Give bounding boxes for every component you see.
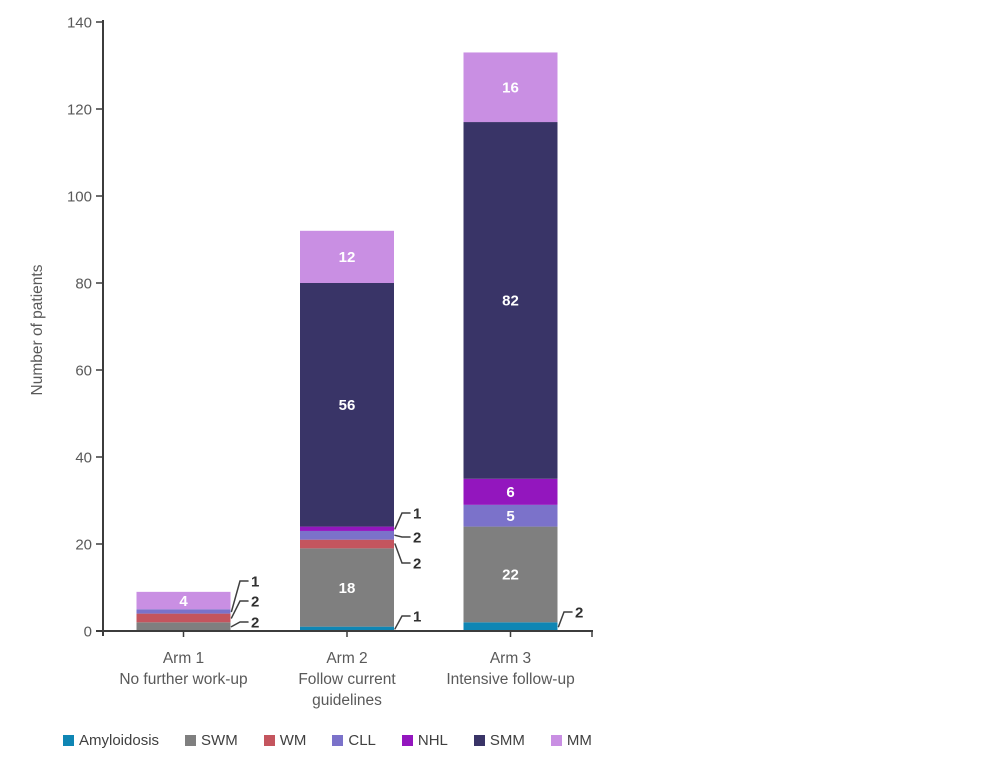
segment-SWM-3 <box>463 526 558 623</box>
callout-leader-line <box>230 621 249 628</box>
segment-Amyloidosis-2 <box>300 626 394 631</box>
legend-item-MM: MM <box>550 732 592 749</box>
callout-value-label: 1 <box>413 505 421 522</box>
segment-value-label: 56 <box>339 397 356 414</box>
segment-CLL-2 <box>300 530 394 540</box>
callout-value-label: 2 <box>413 529 421 546</box>
callout-value-label: 2 <box>575 604 583 621</box>
x-category-label-3: Arm 3 Intensive follow-up <box>396 648 626 690</box>
x-category-label-line: No further work-up <box>119 671 248 688</box>
legend-label: SWM <box>201 732 238 749</box>
legend-swatch-icon <box>550 735 562 746</box>
segment-SMM-3 <box>463 122 558 479</box>
x-category-label-line: Follow current <box>298 671 396 688</box>
x-category-label-line: Arm 1 <box>162 650 205 667</box>
segment-MM-3 <box>463 52 558 123</box>
y-tick-label: 0 <box>84 623 92 640</box>
legend: Amyloidosis SWM WM CLL NHL SMM MM <box>63 732 592 749</box>
callout-value-label: 1 <box>251 573 259 590</box>
callout-value-label: 1 <box>413 608 421 625</box>
segment-NHL-2 <box>300 526 394 531</box>
legend-item-NHL: NHL <box>401 732 448 749</box>
x-category-label-line: guidelines <box>312 692 382 709</box>
segment-SWM-2 <box>300 548 394 627</box>
segment-value-label: 12 <box>339 249 356 266</box>
x-category-label-line: Arm 3 <box>489 650 532 667</box>
segment-value-label: 4 <box>179 593 188 610</box>
callout-value-label: 2 <box>251 593 259 610</box>
y-tick-label: 120 <box>67 101 92 118</box>
segment-value-label: 6 <box>506 484 514 501</box>
callout-value-label: 2 <box>251 614 259 631</box>
segment-WM-1 <box>136 613 231 623</box>
segment-value-label: 5 <box>506 508 514 525</box>
segment-NHL-3 <box>463 478 558 505</box>
callout-leader-line <box>230 600 249 619</box>
segment-value-label: 22 <box>502 567 519 584</box>
legend-item-Amyloidosis: Amyloidosis <box>63 732 159 749</box>
callout-leader-line <box>557 611 573 628</box>
y-tick-label: 40 <box>75 449 92 466</box>
y-tick-label: 140 <box>67 14 92 31</box>
y-tick-label: 20 <box>75 536 92 553</box>
segment-CLL-3 <box>463 504 558 527</box>
legend-item-CLL: CLL <box>332 732 376 749</box>
legend-label: WM <box>279 732 307 749</box>
segment-WM-2 <box>300 539 394 549</box>
segment-value-label: 18 <box>339 580 356 597</box>
x-category-label-line: Arm 2 <box>326 650 368 667</box>
legend-label: CLL <box>348 732 376 749</box>
segment-value-label: 16 <box>502 80 519 97</box>
callout-leader-line <box>230 580 249 613</box>
segment-MM-2 <box>300 230 394 283</box>
legend-swatch-icon <box>332 735 344 746</box>
y-tick-label: 80 <box>75 275 92 292</box>
legend-item-WM: WM <box>263 732 307 749</box>
legend-swatch-icon <box>185 735 197 746</box>
callout-leader-line <box>394 534 411 538</box>
segment-SWM-1 <box>136 622 231 631</box>
legend-item-SMM: SMM <box>473 732 525 749</box>
legend-item-SWM: SWM <box>185 732 238 749</box>
segment-CLL-1 <box>136 609 231 614</box>
y-tick-label: 100 <box>67 188 92 205</box>
legend-label: Amyloidosis <box>79 732 160 749</box>
legend-label: SMM <box>489 732 525 749</box>
legend-label: MM <box>566 732 592 749</box>
legend-swatch-icon <box>401 735 413 746</box>
y-tick-label: 60 <box>75 362 92 379</box>
x-category-label-1: Arm 1 No further work-up <box>69 648 299 690</box>
segment-SMM-2 <box>300 283 394 527</box>
callout-leader-line <box>394 615 411 630</box>
x-category-label-2: Arm 2 Follow current guidelines <box>232 648 462 711</box>
callout-leader-line <box>394 543 411 564</box>
legend-label: NHL <box>417 732 448 749</box>
legend-swatch-icon <box>473 735 485 746</box>
segment-value-label: 82 <box>502 293 519 310</box>
segment-MM-1 <box>136 591 231 610</box>
x-category-label-line: Intensive follow-up <box>446 671 575 688</box>
legend-swatch-icon <box>63 735 74 746</box>
segment-Amyloidosis-3 <box>463 622 558 631</box>
legend-swatch-icon <box>263 735 275 746</box>
callout-leader-line <box>394 512 411 530</box>
callout-value-label: 2 <box>413 555 421 572</box>
